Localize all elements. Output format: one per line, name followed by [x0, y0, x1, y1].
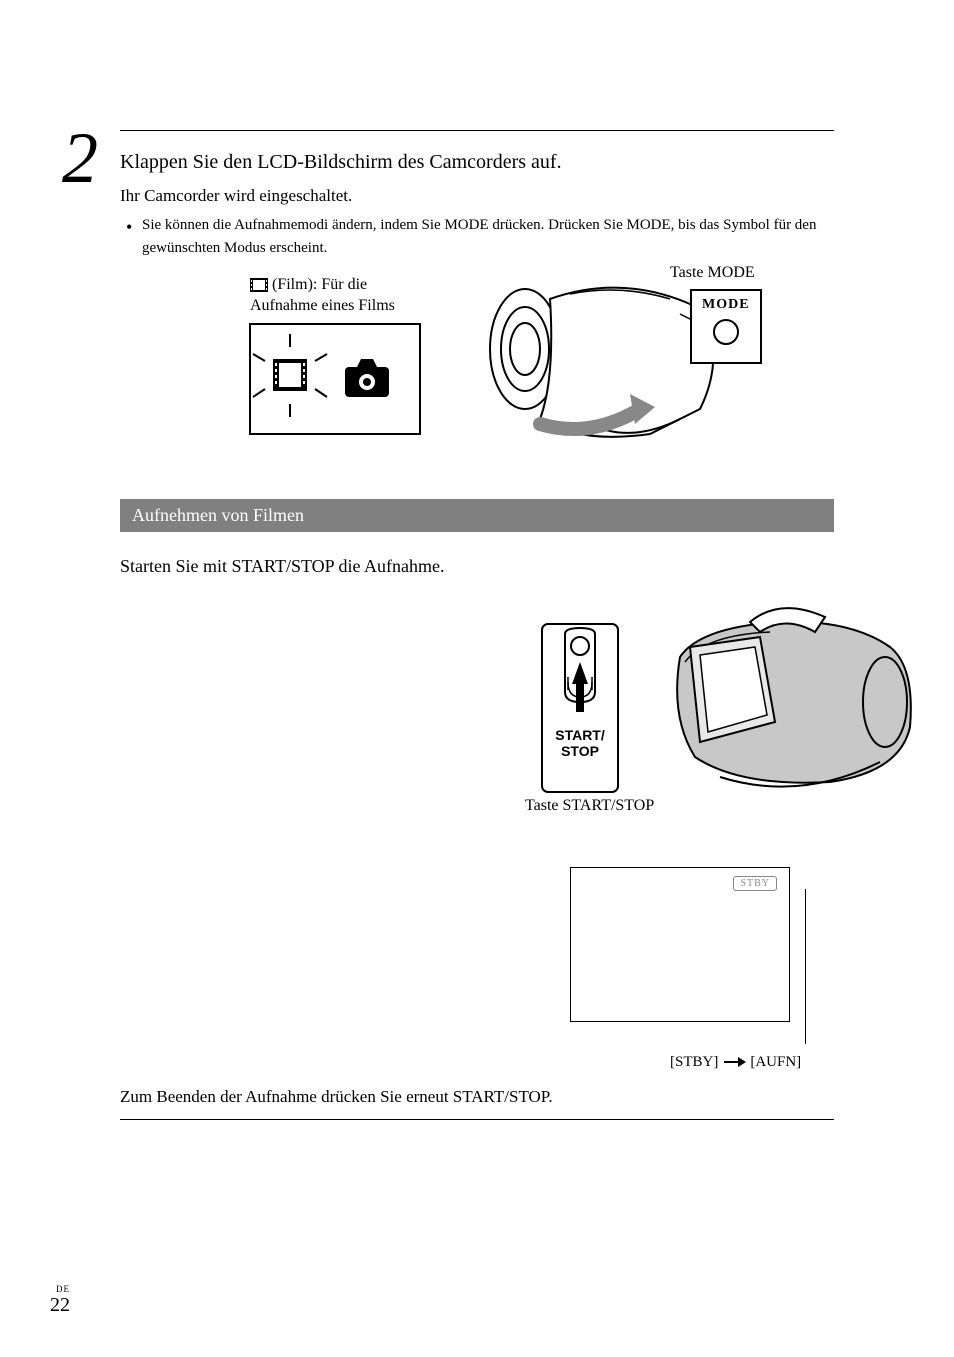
- stby-screen: STBY: [570, 867, 790, 1022]
- film-mode-label: (Film): Für die Aufnahme eines Films: [250, 275, 395, 317]
- section-header: Aufnehmen von Filmen: [120, 499, 834, 532]
- camcorder-illustration-2: [650, 607, 930, 807]
- mode-button-label: Taste MODE: [670, 264, 755, 282]
- start-stop-button-illustration: START/ STOP: [530, 622, 630, 802]
- stby-to: [AUFN]: [750, 1054, 801, 1071]
- step-body: Ihr Camcorder wird eingeschaltet.: [120, 186, 834, 206]
- stby-screen-area: STBY [STBY] [AUFN]: [570, 867, 834, 1047]
- diagram-step2: (Film): Für die Aufnahme eines Films: [220, 269, 834, 459]
- start-stop-caption: Taste START/STOP: [525, 797, 654, 815]
- film-label-line1: (Film): Für die: [272, 276, 367, 293]
- page-footer: DE 22: [50, 1284, 70, 1317]
- stby-caption: [STBY] [AUFN]: [670, 1052, 801, 1073]
- stby-indicator-line: [805, 889, 806, 1044]
- bullet-item: Sie können die Aufnahmemodi ändern, inde…: [130, 214, 834, 259]
- mode-button-circle-icon: [711, 317, 741, 347]
- page-number: 22: [50, 1294, 70, 1317]
- mode-button-text: MODE: [702, 297, 750, 313]
- film-icon: [250, 278, 268, 292]
- bullet-list: Sie können die Aufnahmemodi ändern, inde…: [120, 214, 834, 259]
- lcd-screen-illustration: [245, 319, 425, 439]
- step-number: 2: [62, 117, 98, 200]
- start-label: START/: [555, 727, 605, 743]
- step-title: Klappen Sie den LCD-Bildschirm des Camco…: [120, 151, 834, 174]
- step-container: 2 Klappen Sie den LCD-Bildschirm des Cam…: [120, 130, 834, 459]
- section-body: Starten Sie mit START/STOP die Aufnahme.: [120, 556, 834, 577]
- film-label-line2: Aufnahme eines Films: [250, 297, 395, 314]
- language-code: DE: [56, 1284, 70, 1294]
- stop-label: STOP: [561, 743, 599, 759]
- stby-from: [STBY]: [670, 1054, 718, 1071]
- diagram-recording: START/ STOP Taste START/STOP: [470, 607, 834, 847]
- mode-button-box: MODE: [690, 289, 762, 364]
- closing-text: Zum Beenden der Aufnahme drücken Sie ern…: [120, 1087, 834, 1120]
- arrow-right-icon: [722, 1052, 746, 1073]
- stby-badge: STBY: [733, 876, 777, 891]
